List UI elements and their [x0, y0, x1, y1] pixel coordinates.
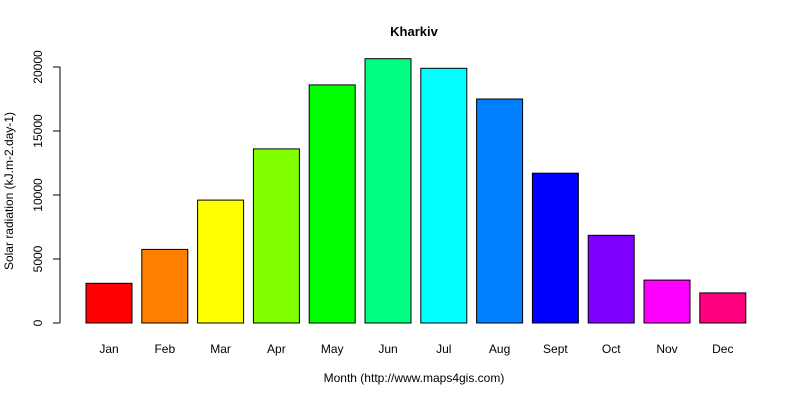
y-tick-label: 15000: [31, 114, 45, 148]
y-axis: 0 5000 10000 15000 20000: [31, 50, 61, 326]
x-tick-label-feb: Feb: [154, 342, 175, 356]
y-tick-label: 20000: [31, 50, 45, 84]
bar-jan: [85, 282, 133, 324]
y-tick-label: 5000: [31, 245, 45, 272]
bar-feb: [141, 248, 189, 324]
y-tick-label: 0: [31, 319, 45, 326]
y-axis-label: Solar radiation (kJ.m-2.day-1): [2, 112, 16, 270]
bar-jun: [364, 58, 412, 324]
x-axis-label: Month (http://www.maps4gis.com): [324, 371, 505, 385]
x-tick-label-jul: Jul: [436, 342, 451, 356]
bar-may: [308, 84, 356, 324]
x-tick-label-apr: Apr: [267, 342, 286, 356]
bar-jul: [420, 67, 468, 324]
x-tick-label-aug: Aug: [489, 342, 510, 356]
y-tick-label: 10000: [31, 178, 45, 212]
x-tick-label-jan: Jan: [99, 342, 118, 356]
bar-mar: [197, 199, 245, 324]
x-tick-label-oct: Oct: [602, 342, 621, 356]
bar-aug: [476, 98, 524, 324]
x-tick-label-may: May: [321, 342, 344, 356]
bars-group: [85, 58, 747, 324]
x-tick-labels: Jan Feb Mar Apr May Jun Jul Aug Sept Oct Nov Dec: [99, 342, 733, 356]
bar-oct: [587, 234, 635, 324]
bar-dec: [699, 292, 747, 324]
x-tick-label-mar: Mar: [210, 342, 231, 356]
bar-nov: [643, 279, 691, 324]
chart-title: Kharkiv: [390, 24, 438, 39]
x-tick-label-jun: Jun: [378, 342, 397, 356]
bar-sept: [531, 172, 579, 324]
bar-apr: [252, 148, 300, 324]
x-tick-label-nov: Nov: [656, 342, 677, 356]
x-tick-label-dec: Dec: [712, 342, 733, 356]
x-tick-label-sept: Sept: [543, 342, 568, 356]
